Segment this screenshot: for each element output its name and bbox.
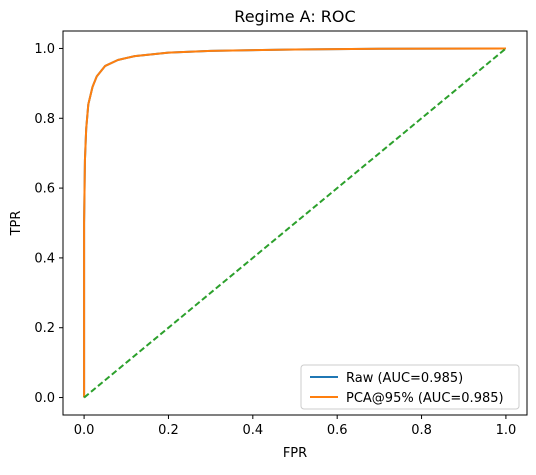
- y-tick-label: 0.0: [34, 391, 55, 406]
- plot-area: [83, 47, 507, 399]
- y-tick-label: 1.0: [34, 42, 55, 57]
- x-tick-label: 1.0: [496, 423, 517, 438]
- axes-frame: [62, 30, 528, 416]
- y-tick-label: 0.6: [34, 182, 55, 197]
- y-tick-label: 0.2: [34, 321, 55, 336]
- legend-label-pca: PCA@95% (AUC=0.985): [346, 391, 504, 406]
- chance-line: [83, 47, 507, 399]
- roc-line-pca: [83, 47, 506, 398]
- legend-box: [300, 364, 520, 410]
- legend: Raw (AUC=0.985) PCA@95% (AUC=0.985): [300, 364, 520, 410]
- y-tick-label: 0.8: [34, 112, 55, 127]
- legend-label-raw: Raw (AUC=0.985): [346, 371, 463, 386]
- ticks-layer: 0.0 0.2 0.4 0.6 0.8 1.0 0.0 0.2 0.4 0.6 0.8 1.0: [34, 42, 516, 438]
- chart-title: Regime A: ROC: [234, 7, 355, 26]
- x-tick-label: 0.2: [158, 423, 179, 438]
- x-axis-label: FPR: [283, 446, 307, 461]
- x-tick-label: 0.0: [74, 423, 95, 438]
- x-tick-label: 0.6: [327, 423, 348, 438]
- x-tick-label: 0.8: [411, 423, 432, 438]
- x-tick-label: 0.4: [242, 423, 263, 438]
- y-axis-label: TPR: [9, 211, 24, 237]
- y-tick-label: 0.4: [34, 251, 55, 266]
